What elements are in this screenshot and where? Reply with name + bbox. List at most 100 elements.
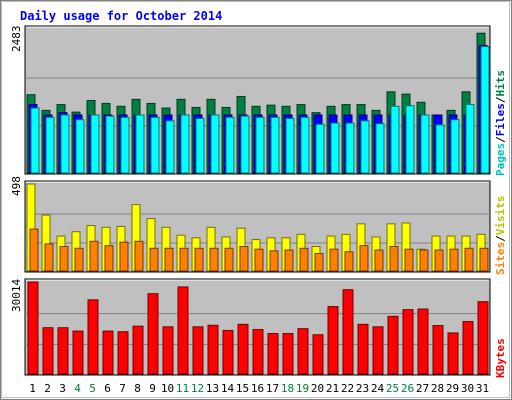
bar-pages-day-15 <box>240 115 250 174</box>
bar-sites-day-22 <box>344 251 354 272</box>
day-axis: 1 2 3 4 5 6 7 8 9 10 11 12 13 14 15 16 17 18 19 20 21 22 23 24 2… <box>29 382 489 395</box>
day-label: 8 <box>134 382 141 395</box>
day-label: 25 <box>386 382 399 395</box>
day-label: 28 <box>431 382 444 395</box>
day-label: 22 <box>341 382 354 395</box>
legend-visits: Visits <box>494 196 507 236</box>
bar-sites-day-28 <box>434 249 444 272</box>
bar-kbytes-day-14 <box>222 329 234 375</box>
bar-pages-day-28 <box>435 124 445 174</box>
svg-text:Pages/Files/Hits: Pages/Files/Hits <box>494 70 507 176</box>
bar-pages-day-20 <box>315 123 325 174</box>
visits-legend: Sites/Visits <box>494 196 507 276</box>
legend-sites: Sites <box>494 242 507 275</box>
bar-sites-day-2 <box>44 243 54 272</box>
hits-legend: Pages/Files/Hits <box>494 70 507 176</box>
bar-kbytes-day-7 <box>117 331 129 375</box>
bar-sites-day-21 <box>329 248 339 272</box>
day-label: 5 <box>89 382 96 395</box>
bar-kbytes-day-1 <box>27 281 39 375</box>
day-label: 29 <box>446 382 459 395</box>
day-label: 10 <box>161 382 174 395</box>
bar-pages-day-21 <box>330 122 340 174</box>
bar-sites-day-4 <box>74 247 84 272</box>
bar-kbytes-day-12 <box>192 326 204 375</box>
bar-pages-day-27 <box>420 114 430 174</box>
legend-files: Files <box>494 103 507 136</box>
bar-sites-day-6 <box>104 245 114 272</box>
bar-pages-day-6 <box>105 115 115 174</box>
bar-kbytes-day-19 <box>297 328 309 375</box>
bar-kbytes-day-9 <box>147 293 159 375</box>
legend-kbytes: KBytes <box>494 338 507 378</box>
day-label: 6 <box>104 382 111 395</box>
bar-kbytes-day-22 <box>342 289 354 375</box>
bar-kbytes-day-29 <box>447 332 459 375</box>
day-label: 26 <box>401 382 414 395</box>
bar-sites-day-23 <box>359 245 369 272</box>
bar-pages-day-25 <box>390 105 400 174</box>
legend-slash: / <box>494 136 507 143</box>
bar-sites-day-13 <box>209 247 219 272</box>
day-label: 23 <box>356 382 369 395</box>
bar-sites-day-24 <box>374 249 384 272</box>
bar-pages-day-4 <box>75 119 85 174</box>
bar-kbytes-day-26 <box>402 309 414 375</box>
bar-kbytes-day-5 <box>87 299 99 375</box>
bar-sites-day-19 <box>299 247 309 272</box>
hits-files-pages-panel <box>24 25 491 175</box>
day-label: 16 <box>251 382 264 395</box>
bar-pages-day-2 <box>45 116 55 174</box>
day-label: 19 <box>296 382 309 395</box>
legend-pages: Pages <box>494 143 507 176</box>
bar-pages-day-3 <box>60 114 70 174</box>
bar-sites-day-3 <box>59 246 69 272</box>
bar-kbytes-day-24 <box>372 326 384 375</box>
bar-pages-day-9 <box>150 116 160 174</box>
bar-pages-day-13 <box>210 114 220 174</box>
bar-pages-day-29 <box>450 119 460 174</box>
day-label: 9 <box>149 382 156 395</box>
bar-kbytes-day-27 <box>417 308 429 375</box>
kbytes-legend: KBytes <box>494 338 507 378</box>
bar-kbytes-day-20 <box>312 334 324 375</box>
legend-slash: / <box>494 235 507 242</box>
day-label: 24 <box>371 382 385 395</box>
bar-sites-day-9 <box>149 247 159 272</box>
day-label: 17 <box>266 382 279 395</box>
bar-sites-day-7 <box>119 241 129 272</box>
bar-kbytes-day-8 <box>132 325 144 375</box>
bar-sites-day-15 <box>239 246 249 272</box>
bar-pages-day-24 <box>375 123 385 174</box>
bar-pages-day-31 <box>480 46 490 174</box>
bar-pages-day-19 <box>300 116 310 174</box>
bar-pages-day-11 <box>180 114 190 174</box>
bar-kbytes-day-10 <box>162 326 174 375</box>
day-label: 31 <box>476 382 489 395</box>
bar-kbytes-day-21 <box>327 306 339 375</box>
bar-sites-day-18 <box>284 249 294 272</box>
bar-sites-day-29 <box>449 248 459 272</box>
day-label: 2 <box>44 382 51 395</box>
bar-kbytes-day-18 <box>282 333 294 375</box>
legend-slash: / <box>494 96 507 103</box>
day-label: 4 <box>74 382 81 395</box>
day-label: 3 <box>59 382 66 395</box>
day-label: 30 <box>461 382 474 395</box>
legend-hits: Hits <box>494 70 507 97</box>
bar-kbytes-day-17 <box>267 333 279 375</box>
bar-kbytes-day-2 <box>42 327 54 375</box>
bar-kbytes-day-31 <box>477 301 489 375</box>
bar-sites-day-30 <box>464 247 474 272</box>
bar-sites-day-1 <box>29 228 39 272</box>
bar-sites-day-14 <box>224 247 234 272</box>
bar-sites-day-10 <box>164 247 174 272</box>
bar-sites-day-26 <box>404 248 414 272</box>
bar-sites-day-11 <box>179 247 189 272</box>
bar-kbytes-day-11 <box>177 286 189 375</box>
chart-title: Daily usage for October 2014 <box>20 9 222 23</box>
bar-sites-day-31 <box>479 247 489 272</box>
